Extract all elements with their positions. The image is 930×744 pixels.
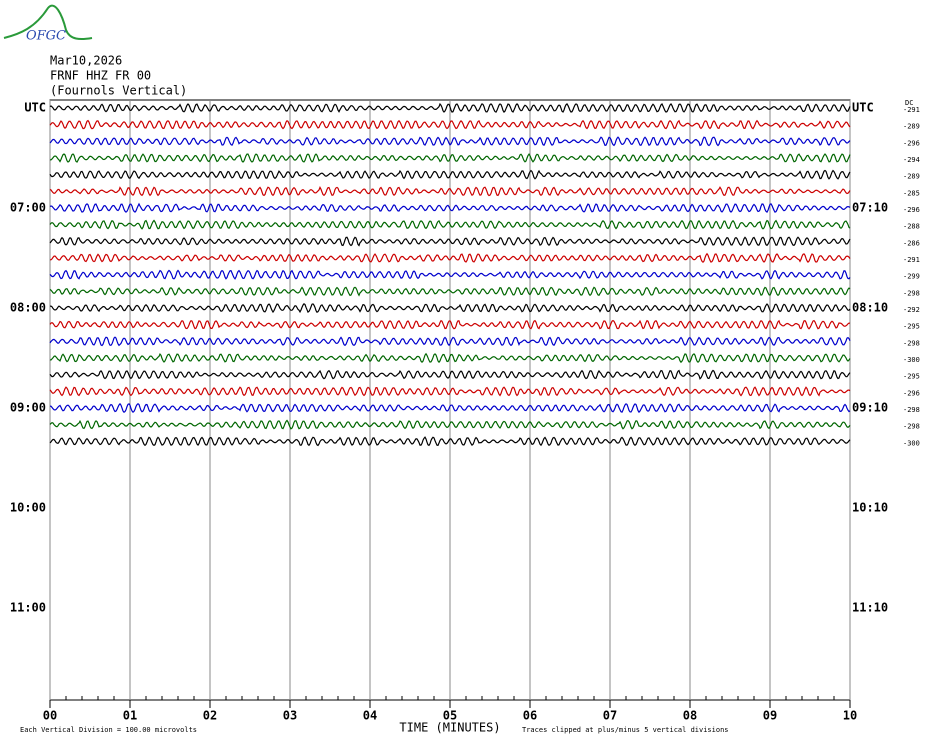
trace (49, 102, 851, 114)
left-label: UTC (24, 101, 46, 115)
location: (Fournols Vertical) (50, 84, 187, 98)
dc-value: -298 (903, 423, 920, 431)
scale-note: Each Vertical Division = 100.00 microvol… (20, 726, 197, 734)
right-label: 11:10 (852, 601, 888, 615)
x-tick-label: 00 (43, 709, 57, 723)
dc-value: -286 (903, 239, 920, 247)
dc-value: -299 (903, 273, 920, 281)
trace (49, 319, 851, 330)
trace (49, 169, 851, 180)
dc-value: -300 (903, 356, 920, 364)
dc-value: -295 (903, 323, 920, 331)
station: FRNF HHZ FR 00 (50, 69, 151, 83)
clip-note: Traces clipped at plus/minus 5 vertical … (522, 726, 729, 734)
x-axis-label: TIME (MINUTES) (399, 721, 500, 735)
dc-value: -296 (903, 139, 920, 147)
x-tick-label: 03 (283, 709, 297, 723)
right-label: 10:10 (852, 501, 888, 515)
dc-value: -295 (903, 373, 920, 381)
x-tick-label: 08 (683, 709, 697, 723)
right-label: UTC (852, 101, 874, 115)
x-tick-label: 05 (443, 709, 457, 723)
trace (49, 369, 851, 380)
date: Mar10,2026 (50, 54, 122, 68)
trace (49, 219, 851, 230)
trace (49, 185, 851, 197)
dc-value: -292 (903, 306, 920, 314)
trace (49, 352, 851, 364)
dc-title: DC (905, 99, 913, 107)
x-tick-label: 07 (603, 709, 617, 723)
x-tick-label: 04 (363, 709, 377, 723)
dc-value: -300 (903, 439, 920, 447)
dc-value: -285 (903, 189, 920, 197)
dc-value: -296 (903, 206, 920, 214)
dc-value: -289 (903, 173, 920, 181)
right-label: 08:10 (852, 301, 888, 315)
trace (49, 386, 851, 397)
dc-value: -291 (903, 256, 920, 264)
x-tick-label: 10 (843, 709, 857, 723)
dc-value: -289 (903, 123, 920, 131)
dc-value: -291 (903, 106, 920, 114)
right-label: 09:10 (852, 401, 888, 415)
logo-curve (3, 4, 93, 40)
trace (49, 269, 851, 280)
trace (49, 286, 851, 297)
left-label: 07:00 (10, 201, 46, 215)
dc-value: -298 (903, 406, 920, 414)
trace (49, 302, 851, 314)
trace (49, 402, 851, 414)
left-label: 11:00 (10, 601, 46, 615)
dc-value: -298 (903, 289, 920, 297)
x-tick-label: 09 (763, 709, 777, 723)
dc-value: -296 (903, 389, 920, 397)
left-label: 09:00 (10, 401, 46, 415)
trace (49, 136, 851, 147)
trace (49, 202, 851, 214)
trace (50, 252, 851, 264)
right-label: 07:10 (852, 201, 888, 215)
x-tick-label: 02 (203, 709, 217, 723)
trace (49, 119, 851, 130)
logo: OFGC (26, 29, 66, 44)
left-label: 10:00 (10, 501, 46, 515)
x-tick-label: 01 (123, 709, 137, 723)
trace (49, 236, 851, 247)
trace (49, 153, 851, 163)
dc-value: -294 (903, 156, 920, 164)
dc-value: -298 (903, 339, 920, 347)
x-tick-label: 06 (523, 709, 537, 723)
trace (49, 436, 851, 447)
dc-value: -288 (903, 223, 920, 231)
left-label: 08:00 (10, 301, 46, 315)
trace (49, 336, 851, 347)
trace (49, 419, 851, 430)
